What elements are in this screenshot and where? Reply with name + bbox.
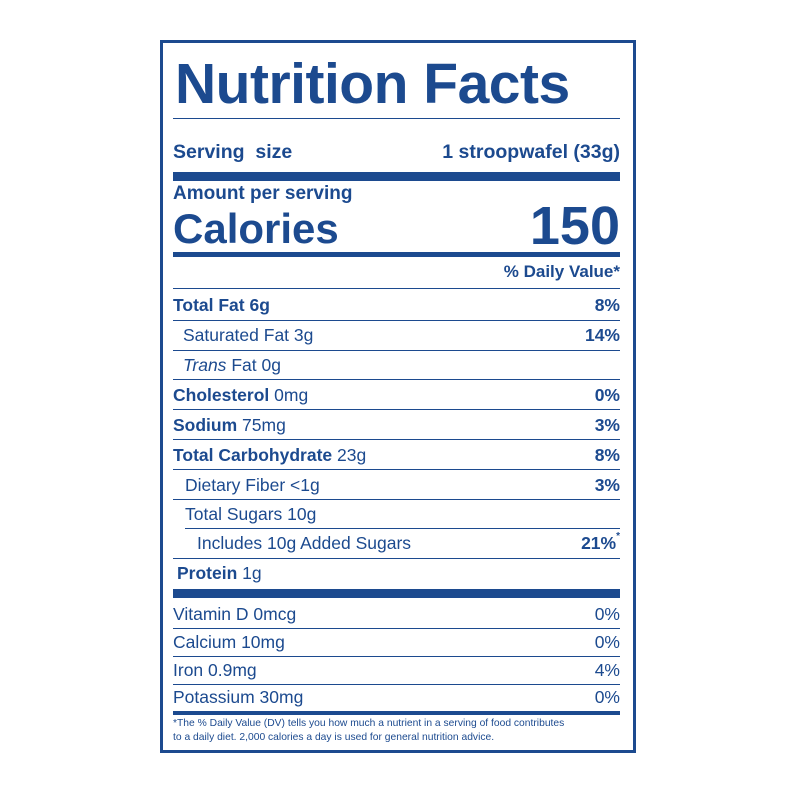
thick-rule-footnote: [173, 711, 620, 715]
nutrient-amount: 6g: [249, 295, 270, 315]
row-divider: [185, 528, 620, 529]
nutrient-amount: 75mg: [242, 415, 286, 435]
vitamin-row-calcium: Calcium 10mg 0%: [173, 628, 620, 656]
thick-rule-serving: [173, 172, 620, 181]
nutrient-dv: 0%: [594, 385, 620, 405]
amount-per-serving: Amount per serving: [173, 183, 353, 204]
footnote-line-1: *The % Daily Value (DV) tells you how mu…: [173, 718, 565, 729]
footnote-line-2: to a daily diet. 2,000 calories a day is…: [173, 732, 495, 743]
nutrient-dv: 3%: [594, 475, 620, 495]
thick-rule-calories: [173, 252, 620, 257]
calories-value: 150: [529, 196, 620, 256]
nutrient-dv: 21%: [581, 533, 617, 553]
nutrient-name: Total Carbohydrate: [173, 445, 333, 465]
nutrient-amount: 23g: [337, 445, 367, 465]
row-divider: [173, 558, 620, 559]
serving-size-label: Serving size: [173, 141, 293, 163]
nutrient-name: Saturated Fat 3g: [183, 325, 314, 345]
nutrient-amount: 0mg: [274, 385, 309, 405]
daily-value-header: % Daily Value*: [503, 262, 620, 281]
nutrient-amount: 1g: [242, 563, 262, 583]
row-divider: [173, 320, 620, 321]
nutrient-row-added-sugars: Includes 10g Added Sugars 21%*: [173, 529, 620, 557]
serving-size-value: 1 stroopwafel (33g): [442, 141, 620, 163]
vitamin-row-iron: Iron 0.9mg 4%: [173, 656, 620, 684]
nutrient-name: Protein: [177, 563, 238, 583]
footnote: *The % Daily Value (DV) tells you how mu…: [173, 717, 620, 745]
nutrient-name: Sodium: [173, 415, 238, 435]
vitamin-dv: 0%: [594, 687, 620, 707]
vitamin-dv: 0%: [594, 604, 620, 624]
row-divider: [173, 379, 620, 380]
serving-size-row: Serving size 1 stroopwafel (33g): [173, 137, 620, 167]
vitamin-name: Potassium 30mg: [173, 687, 304, 707]
nutrient-row-dietary-fiber: Dietary Fiber <1g 3%: [173, 471, 620, 499]
row-divider: [173, 499, 620, 500]
nutrient-name: Dietary Fiber <1g: [185, 475, 320, 495]
vitamin-dv: 0%: [594, 632, 620, 652]
thick-rule-vitamins: [173, 589, 620, 598]
calories-label: Calories: [173, 205, 339, 252]
label-title: Nutrition Facts: [175, 52, 570, 116]
vitamin-name: Iron 0.9mg: [173, 660, 257, 680]
vitamin-row-potassium: Potassium 30mg 0%: [173, 683, 620, 711]
row-divider: [173, 350, 620, 351]
label-content: Nutrition Facts Serving size 1 stroopwaf…: [173, 43, 620, 750]
nutrient-dv: 8%: [594, 295, 620, 315]
row-divider: [173, 439, 620, 440]
nutrient-row-total-fat: Total Fat 6g 8%: [173, 291, 620, 319]
nutrient-name: Includes 10g Added Sugars: [197, 533, 412, 553]
nutrient-name: Total Sugars 10g: [185, 504, 317, 524]
nutrient-name: Fat 0g: [231, 355, 281, 375]
nutrient-dv: 14%: [584, 325, 620, 345]
vitamin-dv: 4%: [594, 660, 620, 680]
nutrient-row-sodium: Sodium 75mg 3%: [173, 411, 620, 439]
row-divider: [173, 288, 620, 289]
nutrient-dv-asterisk: *: [616, 531, 620, 542]
nutrient-row-cholesterol: Cholesterol 0mg 0%: [173, 381, 620, 409]
nutrient-dv: 3%: [594, 415, 620, 435]
row-divider: [173, 469, 620, 470]
nutrient-row-protein: Protein 1g: [173, 559, 620, 587]
nutrient-row-total-sugars: Total Sugars 10g: [173, 500, 620, 528]
vitamin-name: Vitamin D 0mcg: [173, 604, 297, 624]
nutrient-row-total-carbohydrate: Total Carbohydrate 23g 8%: [173, 441, 620, 469]
nutrient-name-italic: Trans: [183, 355, 227, 375]
nutrient-row-trans-fat: Trans Fat 0g: [173, 351, 620, 379]
row-divider: [173, 656, 620, 657]
row-divider: [173, 684, 620, 685]
vitamin-name: Calcium 10mg: [173, 632, 285, 652]
row-divider: [173, 628, 620, 629]
nutrient-name: Total Fat: [173, 295, 245, 315]
nutrient-row-saturated-fat: Saturated Fat 3g 14%: [173, 321, 620, 349]
nutrient-name: Cholesterol: [173, 385, 270, 405]
nutrition-facts-label: Nutrition Facts Serving size 1 stroopwaf…: [160, 40, 636, 753]
nutrient-dv: 8%: [594, 445, 620, 465]
title-rule: [173, 118, 620, 119]
row-divider: [173, 409, 620, 410]
vitamin-row-vitamin-d: Vitamin D 0mcg 0%: [173, 600, 620, 628]
